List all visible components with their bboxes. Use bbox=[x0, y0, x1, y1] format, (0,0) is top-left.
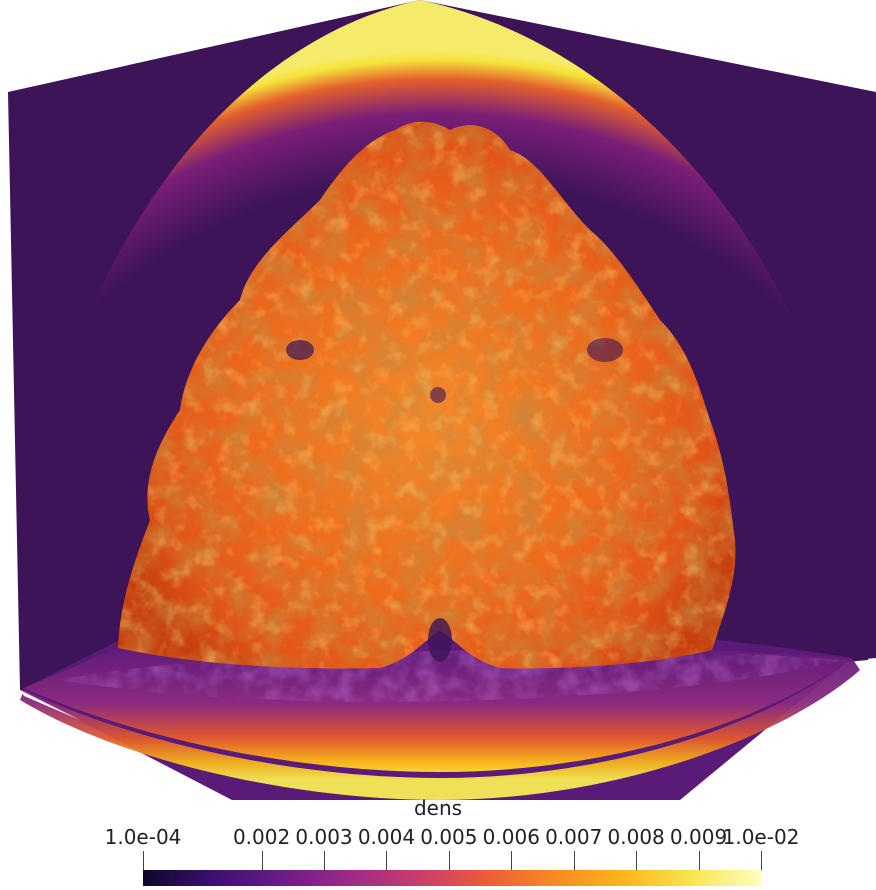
colorbar-tick-mark bbox=[143, 851, 144, 870]
colorbar-tick-mark bbox=[386, 851, 387, 870]
colorbar-tick-mark bbox=[761, 851, 762, 870]
colorbar-tick-label: 0.004 bbox=[357, 825, 416, 849]
colorbar-tick-mark bbox=[262, 851, 263, 870]
colorbar-tick-mark bbox=[636, 851, 637, 870]
colorbar-tick-label: 0.006 bbox=[482, 825, 540, 849]
colorbar-tick-label: 0.003 bbox=[295, 825, 353, 849]
colorbar-tick-label: 1.0e-04 bbox=[104, 825, 182, 849]
colorbar-tick-label: 0.002 bbox=[232, 825, 291, 849]
density-volume-render bbox=[8, 0, 876, 800]
colorbar-tick-label: 1.0e-02 bbox=[722, 825, 800, 849]
colorbar-tick-mark bbox=[324, 851, 325, 870]
colorbar-strip bbox=[143, 870, 761, 886]
colorbar-tick-label: 0.008 bbox=[607, 825, 665, 849]
colorbar-tick-mark bbox=[699, 851, 700, 870]
colorbar-tick-mark bbox=[449, 851, 450, 870]
colorbar-tick-label: 0.005 bbox=[420, 825, 478, 849]
colorbar-tick-mark bbox=[511, 851, 512, 870]
colorbar-title: dens bbox=[413, 796, 463, 820]
colorbar-tick-label: 0.007 bbox=[545, 825, 603, 849]
colorbar-tick-label: 0.009 bbox=[669, 825, 728, 849]
colorbar-tick-mark bbox=[574, 851, 575, 870]
